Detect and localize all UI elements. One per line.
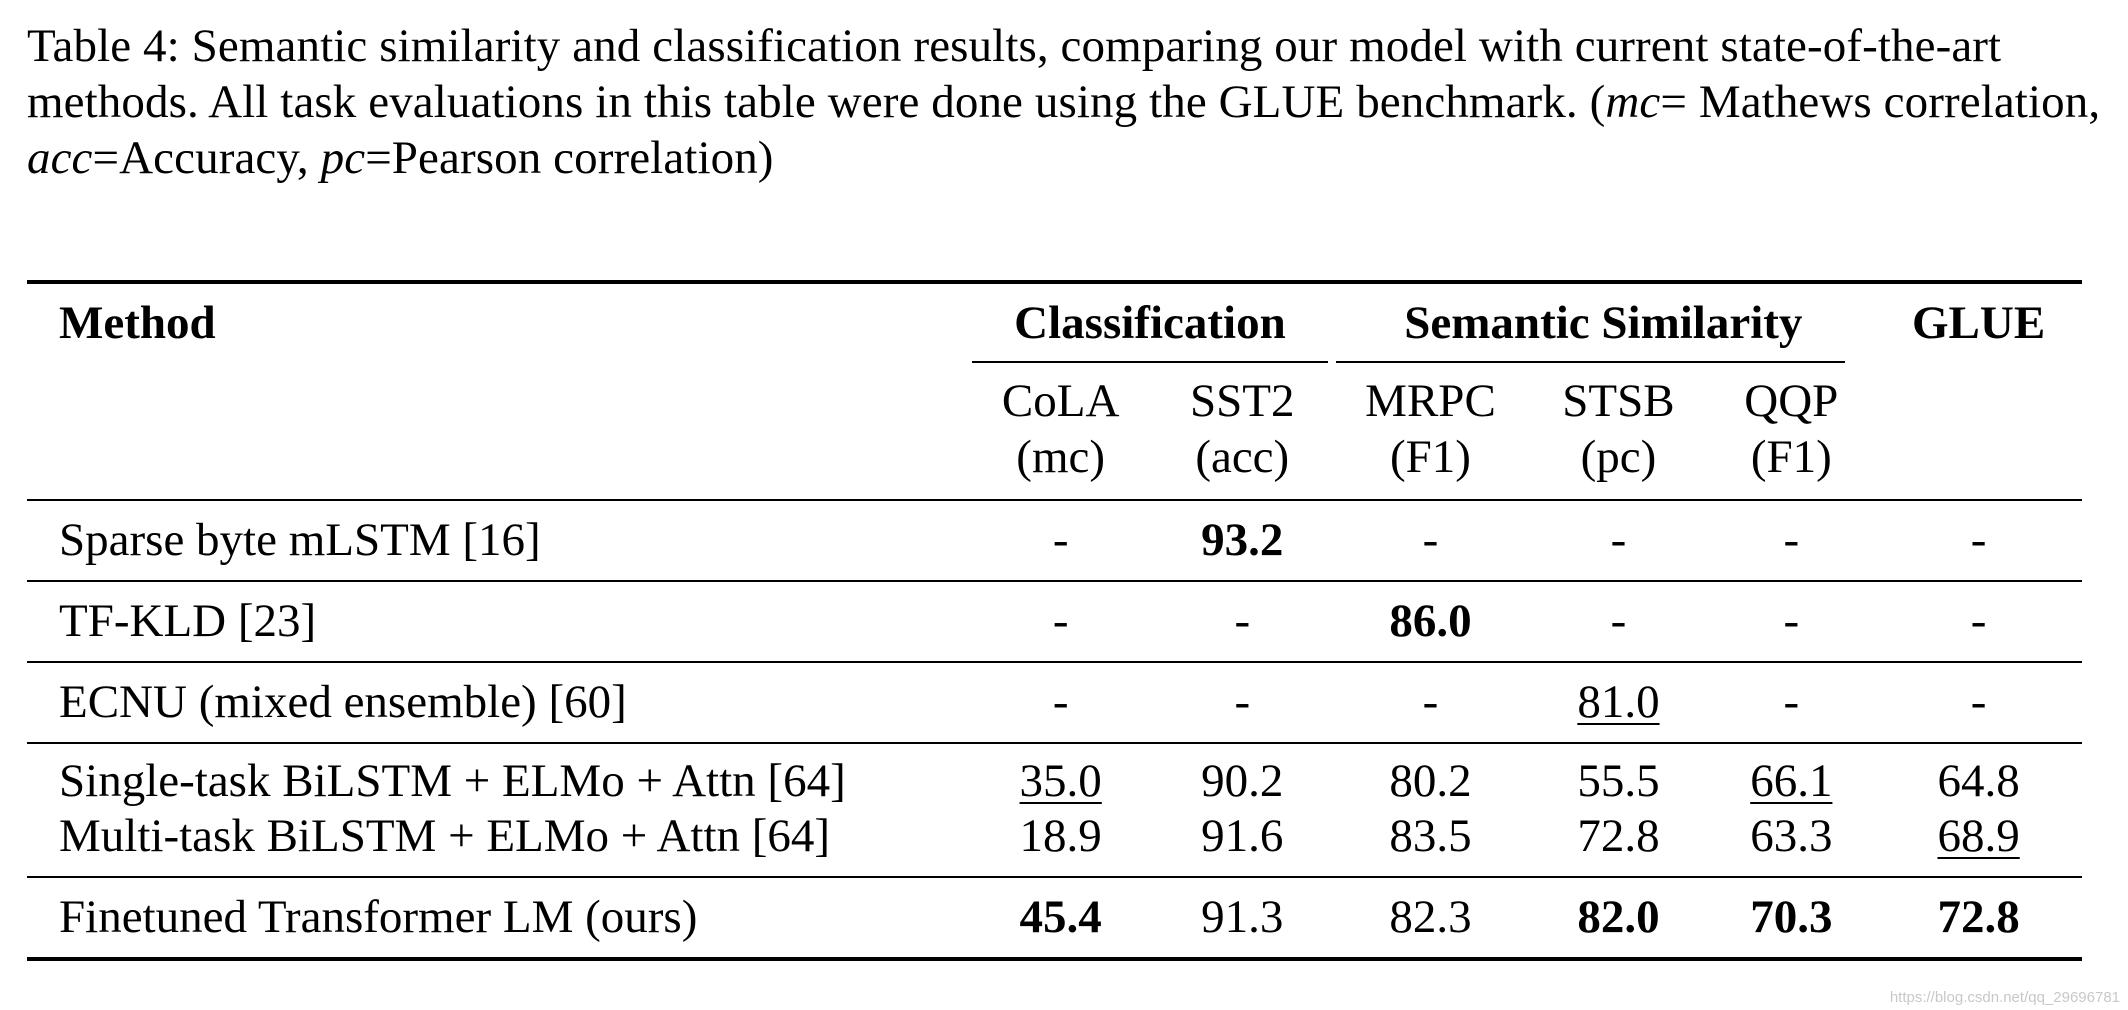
cell-stsb: 82.0: [1529, 877, 1707, 959]
cell-glue: -: [1875, 581, 2082, 662]
header-method: Method: [27, 282, 968, 361]
cell-stsb: 55.5: [1529, 743, 1707, 809]
row-method: TF-KLD [23]: [27, 581, 968, 662]
row-method: Multi-task BiLSTM + ELMo + Attn [64]: [27, 809, 968, 877]
subheader-sst2: SST2 (acc): [1153, 361, 1332, 500]
cell-mrpc: 83.5: [1332, 809, 1530, 877]
caption-pc-def: =Pearson correlation): [365, 132, 773, 184]
table-row: Sparse byte mLSTM [16] - 93.2 - - - -: [27, 500, 2082, 581]
cell-sst2: 91.3: [1153, 877, 1332, 959]
cell-cola: -: [968, 500, 1153, 581]
header-group-classification-rule: [972, 361, 1327, 363]
table-row: Multi-task BiLSTM + ELMo + Attn [64] 18.…: [27, 809, 2082, 877]
cell-glue: 72.8: [1875, 877, 2082, 959]
cell-stsb: -: [1529, 581, 1707, 662]
header-group-classification: Classification: [968, 282, 1331, 361]
cell-sst2: -: [1153, 581, 1332, 662]
row-method: ECNU (mixed ensemble) [60]: [27, 662, 968, 743]
cell-cola: 18.9: [968, 809, 1153, 877]
cell-sst2: -: [1153, 662, 1332, 743]
row-method: Single-task BiLSTM + ELMo + Attn [64]: [27, 743, 968, 809]
caption-mc-def: = Mathews correlation,: [1660, 76, 2100, 128]
header-group-semantic-label: Semantic Similarity: [1404, 297, 1802, 349]
caption-label: Table 4:: [27, 20, 180, 72]
table-row: TF-KLD [23] - - 86.0 - - -: [27, 581, 2082, 662]
cell-qqp: 66.1: [1707, 743, 1875, 809]
cell-sst2: 91.6: [1153, 809, 1332, 877]
header-group-classification-label: Classification: [1014, 297, 1286, 349]
cell-qqp: 63.3: [1707, 809, 1875, 877]
cell-glue: 64.8: [1875, 743, 2082, 809]
subheader-mrpc: MRPC (F1): [1332, 361, 1530, 500]
cell-qqp: -: [1707, 662, 1875, 743]
results-table-container: Method Classification Semantic Similarit…: [27, 280, 2082, 961]
subheader-qqp: QQP (F1): [1707, 361, 1875, 500]
cell-glue: 68.9: [1875, 809, 2082, 877]
cell-cola: 35.0: [968, 743, 1153, 809]
caption-pc-abbr: pc: [321, 132, 366, 184]
cell-qqp: 70.3: [1707, 877, 1875, 959]
caption-acc-def: =Accuracy,: [93, 132, 321, 184]
header-group-glue: GLUE: [1875, 282, 2082, 361]
table-row: ECNU (mixed ensemble) [60] - - - 81.0 - …: [27, 662, 2082, 743]
row-method: Sparse byte mLSTM [16]: [27, 500, 968, 581]
table-row: Finetuned Transformer LM (ours) 45.4 91.…: [27, 877, 2082, 959]
table-header-row: Method Classification Semantic Similarit…: [27, 282, 2082, 361]
cell-stsb: -: [1529, 500, 1707, 581]
results-table: Method Classification Semantic Similarit…: [27, 280, 2082, 961]
cell-mrpc: 82.3: [1332, 877, 1530, 959]
cell-stsb: 81.0: [1529, 662, 1707, 743]
caption-mc-abbr: mc: [1605, 76, 1660, 128]
cell-sst2: 93.2: [1153, 500, 1332, 581]
subheader-stsb: STSB (pc): [1529, 361, 1707, 500]
cell-cola: -: [968, 662, 1153, 743]
cell-mrpc: 86.0: [1332, 581, 1530, 662]
header-group-semantic: Semantic Similarity: [1332, 282, 1876, 361]
table-row: Single-task BiLSTM + ELMo + Attn [64] 35…: [27, 743, 2082, 809]
cell-stsb: 72.8: [1529, 809, 1707, 877]
table-subheader-row: CoLA (mc) SST2 (acc) MRPC (F1) STSB (pc) QQP…: [27, 361, 2082, 500]
cell-qqp: -: [1707, 581, 1875, 662]
caption-acc-abbr: acc: [27, 132, 93, 184]
cell-cola: 45.4: [968, 877, 1153, 959]
cell-glue: -: [1875, 662, 2082, 743]
table-caption: Table 4: Semantic similarity and classif…: [27, 18, 2107, 186]
cell-mrpc: 80.2: [1332, 743, 1530, 809]
row-method: Finetuned Transformer LM (ours): [27, 877, 968, 959]
cell-cola: -: [968, 581, 1153, 662]
header-group-semantic-rule: [1336, 361, 1846, 363]
cell-qqp: -: [1707, 500, 1875, 581]
cell-mrpc: -: [1332, 500, 1530, 581]
cell-sst2: 90.2: [1153, 743, 1332, 809]
watermark: https://blog.csdn.net/qq_29696781: [1890, 989, 2120, 1006]
cell-glue: -: [1875, 500, 2082, 581]
subheader-cola: CoLA (mc): [968, 361, 1153, 500]
cell-mrpc: -: [1332, 662, 1530, 743]
